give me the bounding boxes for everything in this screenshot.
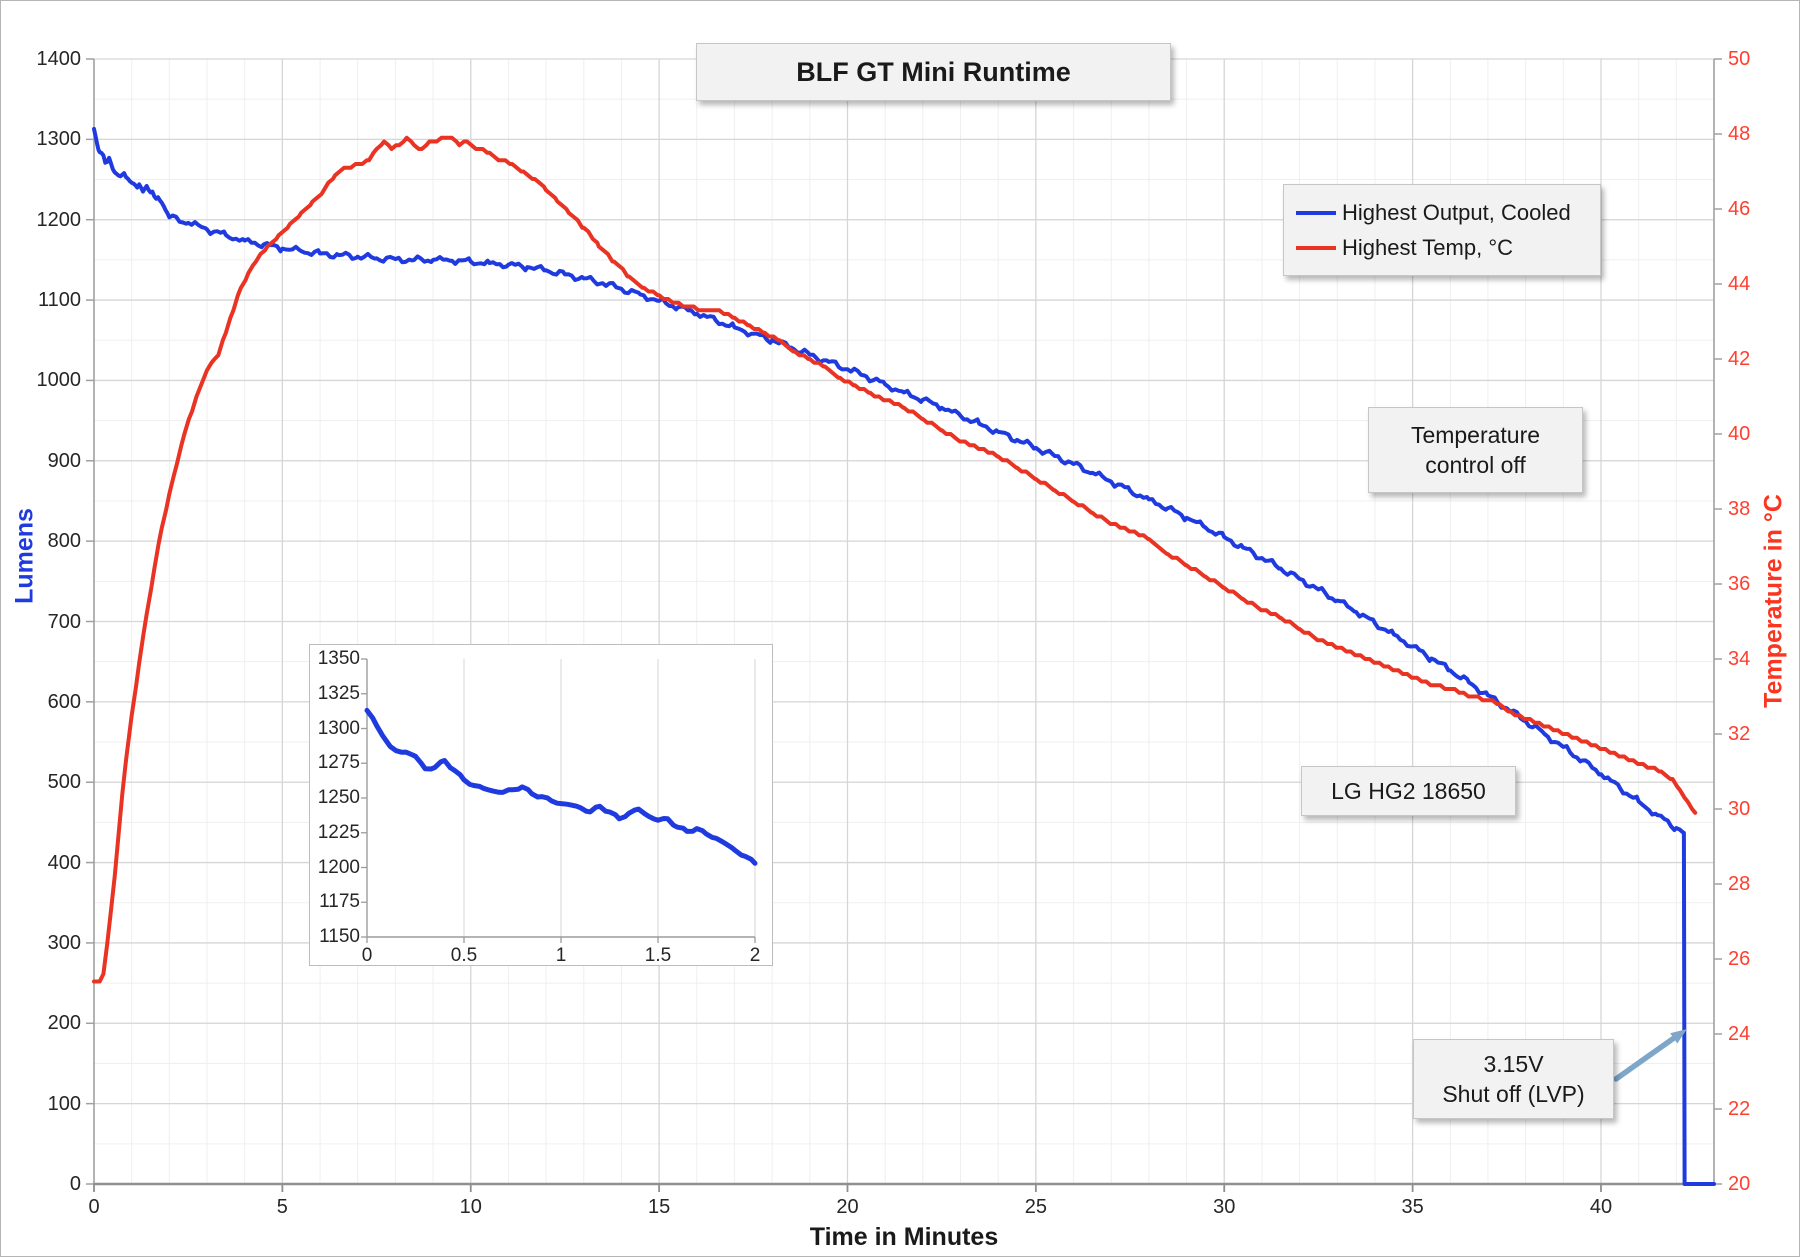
inset-y-tick-label: 1250 bbox=[317, 787, 360, 808]
x-axis-tick-label: 35 bbox=[1401, 1196, 1424, 1218]
right-axis-tick-label: 34 bbox=[1728, 648, 1751, 670]
left-axis-tick-label: 700 bbox=[47, 610, 81, 633]
x-axis-tick-label: 10 bbox=[459, 1196, 482, 1218]
left-axis-tick-label: 300 bbox=[47, 931, 81, 954]
inset-x-tick-label: 1 bbox=[555, 945, 567, 966]
right-axis-tick-label: 44 bbox=[1728, 273, 1751, 295]
right-axis-tick-label: 46 bbox=[1728, 198, 1751, 220]
inset-series-output bbox=[364, 707, 758, 866]
series-highest-output bbox=[92, 126, 1716, 1186]
right-axis-tick-label: 30 bbox=[1728, 798, 1751, 820]
x-axis-tick-label: 40 bbox=[1589, 1196, 1613, 1218]
left-axis-tick-label: 200 bbox=[47, 1012, 81, 1035]
right-axis-tick-label: 22 bbox=[1728, 1098, 1751, 1120]
left-axis-title: Lumens bbox=[10, 508, 39, 604]
left-axis-tick-label: 1000 bbox=[36, 369, 82, 392]
left-axis-tick-label: 100 bbox=[47, 1092, 81, 1115]
right-axis-tick-label: 32 bbox=[1728, 723, 1751, 745]
inset-zoom-chart: 1150 1175 1200 1225 1250 1275 1300 1325 1350 0 0.… bbox=[309, 644, 773, 966]
x-axis-tick-label: 15 bbox=[647, 1196, 671, 1218]
right-axis-title: Temperature in °C bbox=[1759, 494, 1788, 708]
annotation-shutoff: 3.15V Shut off (LVP) bbox=[1413, 1039, 1614, 1119]
legend-line-red bbox=[1296, 245, 1336, 250]
inset-x-tick-label: 0 bbox=[361, 945, 373, 966]
legend-item-temp: Highest Temp, °C bbox=[1284, 230, 1600, 265]
right-axis-tick-label: 48 bbox=[1728, 123, 1751, 145]
inset-y-tick-label: 1325 bbox=[317, 682, 360, 704]
left-axis-tick-label: 1300 bbox=[36, 128, 82, 151]
x-axis-tick-label: 20 bbox=[836, 1196, 859, 1218]
left-axis-tick-label: 1400 bbox=[36, 48, 82, 70]
inset-y-tick-label: 1350 bbox=[317, 648, 360, 669]
x-axis-tick-label: 30 bbox=[1213, 1196, 1236, 1218]
right-axis-tick-label: 24 bbox=[1728, 1023, 1751, 1045]
left-axis-tick-label: 900 bbox=[47, 449, 81, 472]
right-axis-tick-label: 28 bbox=[1728, 873, 1751, 895]
x-axis-tick-label: 5 bbox=[276, 1196, 288, 1218]
right-axis-tick-label: 38 bbox=[1728, 498, 1751, 520]
legend-label-output: Highest Output, Cooled bbox=[1342, 199, 1571, 225]
inset-y-tick-label: 1175 bbox=[319, 891, 360, 913]
inset-y-tick-label: 1150 bbox=[319, 926, 360, 947]
left-axis-tick-label: 1200 bbox=[36, 208, 82, 231]
x-axis-tick-label: 0 bbox=[88, 1196, 100, 1218]
series-highest-temp bbox=[92, 135, 1698, 984]
inset-plot-canvas bbox=[361, 658, 758, 943]
annotation-shutoff-line2: Shut off (LVP) bbox=[1442, 1081, 1585, 1107]
right-axis-tick-label: 40 bbox=[1728, 423, 1751, 445]
inset-y-tick-label: 1200 bbox=[317, 856, 360, 878]
left-axis-tick-label: 1100 bbox=[37, 289, 81, 312]
inset-x-tick-label: 0.5 bbox=[450, 945, 478, 966]
annotation-temp-control-line1: Temperature bbox=[1410, 422, 1541, 448]
legend: Highest Output, Cooled Highest Temp, °C bbox=[1283, 184, 1601, 276]
right-axis-tick-label: 20 bbox=[1728, 1173, 1751, 1195]
right-axis-tick-label: 26 bbox=[1728, 948, 1751, 970]
legend-line-blue bbox=[1296, 210, 1336, 215]
left-axis-tick-label: 600 bbox=[47, 690, 81, 713]
inset-y-tick-label: 1300 bbox=[317, 717, 360, 739]
x-axis-tick-label: 25 bbox=[1024, 1196, 1047, 1218]
right-axis-tick-label: 42 bbox=[1728, 348, 1751, 370]
annotation-temp-control-line2: control off bbox=[1425, 452, 1526, 478]
chart-title: BLF GT Mini Runtime bbox=[696, 43, 1171, 101]
annotation-temp-control: Temperature control off bbox=[1368, 407, 1583, 493]
left-axis-tick-label: 800 bbox=[47, 530, 81, 553]
legend-item-output: Highest Output, Cooled bbox=[1284, 195, 1600, 230]
annotation-battery: LG HG2 18650 bbox=[1301, 766, 1516, 816]
x-axis-title: Time in Minutes bbox=[809, 1223, 999, 1251]
inset-y-tick-label: 1275 bbox=[317, 752, 360, 774]
left-axis-tick-label: 500 bbox=[47, 771, 81, 794]
inset-y-tick-label: 1225 bbox=[317, 821, 360, 843]
right-axis-tick-label: 36 bbox=[1728, 573, 1751, 595]
annotation-shutoff-line1: 3.15V bbox=[1483, 1051, 1544, 1077]
left-axis-tick-label: 0 bbox=[69, 1173, 81, 1195]
shutoff-arrow bbox=[1613, 1035, 1677, 1082]
inset-x-tick-label: 2 bbox=[749, 945, 761, 966]
legend-label-temp: Highest Temp, °C bbox=[1342, 234, 1514, 260]
inset-x-tick-label: 1.5 bbox=[644, 945, 672, 966]
shutoff-arrowhead bbox=[1670, 1029, 1687, 1044]
right-axis-tick-label: 50 bbox=[1728, 48, 1751, 70]
left-axis-tick-label: 400 bbox=[47, 851, 81, 874]
